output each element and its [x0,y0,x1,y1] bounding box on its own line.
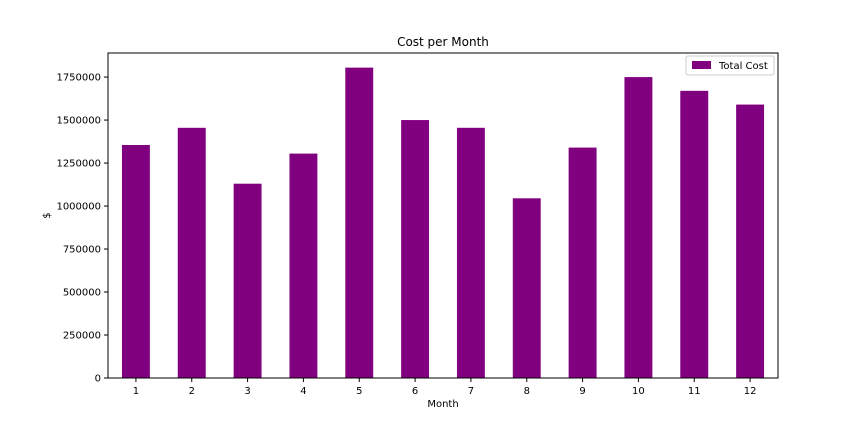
bar-month-1 [121,145,150,378]
x-axis-ticks: 1 2 3 4 5 6 7 8 9 10 11 12 [133,378,757,397]
bar-month-4 [289,153,318,378]
y-tick-label: 0 [95,374,101,385]
plot-frame [107,52,779,379]
x-tick-label: 3 [244,386,250,397]
bar-month-11 [680,90,709,378]
chart-title: Cost per Month [397,35,489,49]
x-tick-label: 8 [524,386,530,397]
y-axis-ticks: 0 250000 500000 750000 1000000 1250000 1500000… [56,73,108,385]
x-tick-label: 12 [744,386,757,397]
bar-month-5 [345,67,374,379]
bar-month-3 [233,183,262,378]
y-tick-label: 500000 [63,288,101,299]
legend-swatch [692,61,711,69]
y-tick-label: 750000 [63,245,101,256]
y-tick-label: 1500000 [56,116,101,127]
x-tick-label: 10 [632,386,645,397]
bar-month-10 [624,77,653,378]
bar-month-7 [456,127,485,378]
x-tick-label: 11 [688,386,701,397]
y-tick-label: 1750000 [56,73,101,84]
x-tick-label: 2 [189,386,195,397]
bar-month-8 [512,198,541,378]
x-tick-label: 5 [356,386,362,397]
x-tick-label: 9 [579,386,585,397]
y-axis-label: $ [42,212,53,218]
x-tick-label: 6 [412,386,418,397]
x-axis-label: Month [427,399,458,410]
x-tick-label: 7 [468,386,474,397]
bar-month-9 [568,147,597,378]
legend: Total Cost [685,55,775,76]
x-tick-label: 4 [300,386,306,397]
bar-month-12 [736,104,765,378]
y-tick-label: 1000000 [56,202,101,213]
y-tick-label: 250000 [63,331,101,342]
bar-month-6 [401,120,430,378]
bar-month-2 [177,127,206,378]
x-tick-label: 1 [133,386,139,397]
legend-box [685,55,775,76]
legend-label: Total Cost [718,61,768,72]
y-tick-label: 1250000 [56,159,101,170]
bars-group [121,67,765,379]
